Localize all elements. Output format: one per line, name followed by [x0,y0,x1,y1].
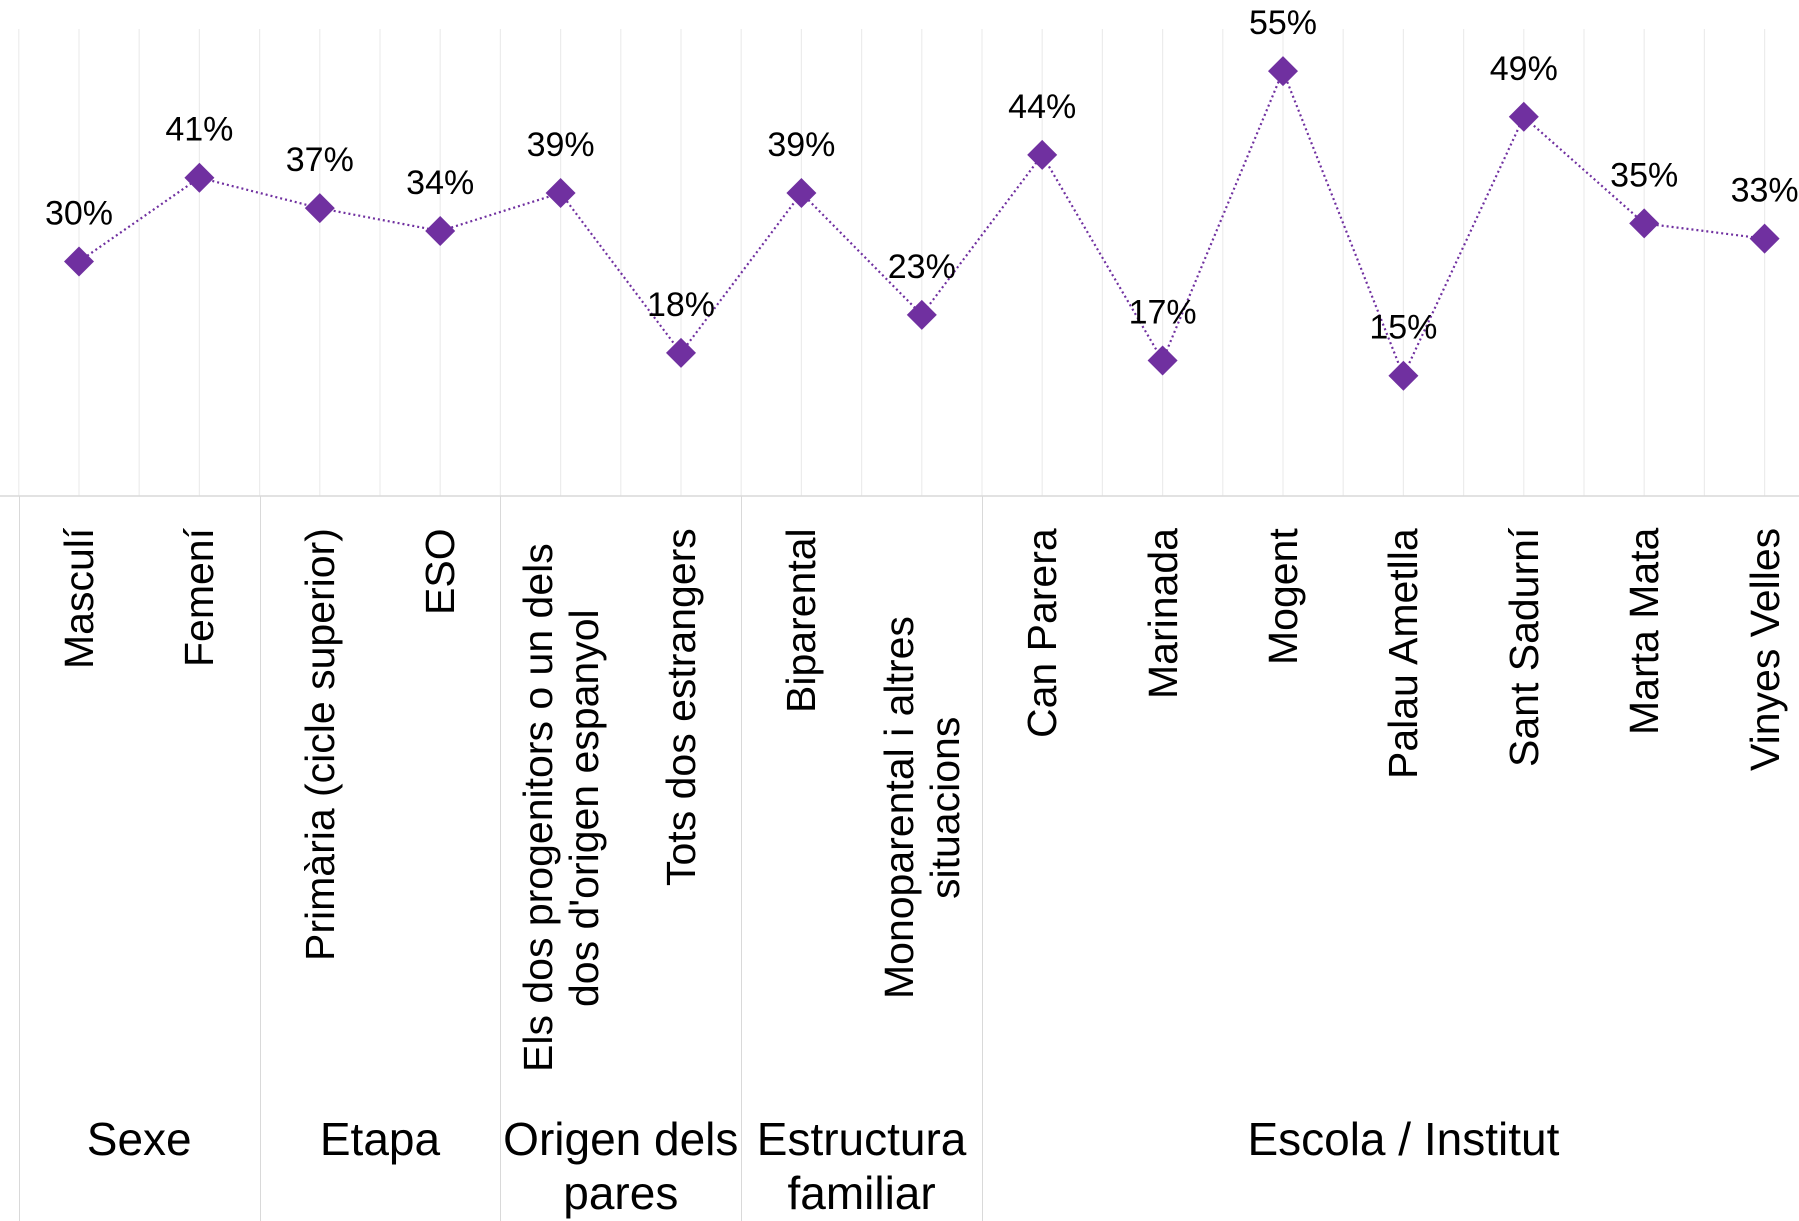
data-label: 30% [45,194,113,232]
category-label: Masculí [56,528,102,1088]
category-label-text: Mogent [1260,528,1306,665]
data-label: 39% [527,126,595,164]
marker [666,337,696,368]
data-label: 41% [165,111,233,149]
marker [184,162,215,193]
category-label: Femení [176,528,222,1088]
category-label-text: Palau Ametlla [1380,528,1427,779]
category-label-text: ESO [417,528,464,615]
category-label-text: Els dos progenitors o un dels dos d'orig… [514,543,607,1073]
category-label: Vinyes Velles [1742,528,1788,1088]
category-label: Marinada [1140,528,1186,1088]
marker [1508,101,1539,132]
data-label: 55% [1249,4,1317,42]
category-label: Monoparental i altres situacions [876,528,968,1088]
category-label: Palau Ametlla [1380,528,1426,1088]
category-label-text: Marinada [1139,528,1186,699]
group-separator [982,496,983,1221]
category-label: Biparental [778,528,824,1088]
category-label: Tots dos estrangers [658,528,704,1088]
data-label: 37% [286,141,354,179]
category-label-text: Vinyes Velles [1741,528,1788,772]
category-label: Els dos progenitors o un dels dos d'orig… [515,528,607,1088]
marker [1629,208,1660,239]
marker [304,193,335,224]
category-label-text: Can Parera [1019,528,1066,738]
data-label: 49% [1490,50,1558,88]
data-label: 33% [1731,172,1799,210]
category-label-text: Marta Mata [1621,528,1668,736]
marker [64,246,94,277]
group-separator [500,496,502,1221]
data-label: 34% [406,164,474,202]
data-label: 17% [1129,294,1197,332]
category-label: Marta Mata [1621,528,1667,1088]
category-label-text: Tots dos estrangers [658,528,704,886]
category-label-text: Monoparental i altres situacions [875,616,968,1000]
group-label: Escola / Institut [1247,1113,1560,1165]
category-label-text: Primària (cicle superior) [296,528,343,961]
data-label: 15% [1369,309,1437,347]
data-label: 35% [1610,156,1678,194]
category-label: ESO [417,528,463,1088]
category-label-text: Masculí [56,528,102,670]
category-label: Mogent [1260,528,1306,1088]
category-label-text: Biparental [778,528,825,713]
marker [906,299,937,330]
group-separator [18,496,20,1221]
data-label: 39% [767,126,835,164]
marker [425,216,456,247]
data-label: 18% [647,286,715,324]
marker [1388,360,1419,391]
group-separator [259,496,261,1221]
data-label: 44% [1008,88,1076,126]
marker [1268,56,1298,87]
category-label: Sant Sadurní [1501,528,1547,1088]
category-label: Can Parera [1019,528,1065,1088]
group-label: Origen dels pares [503,1113,739,1219]
marker [786,177,817,208]
marker [545,177,576,208]
category-label: Primària (cicle superior) [297,528,343,1088]
group-label: Etapa [319,1113,441,1165]
group-separator [741,496,743,1221]
category-label-text: Femení [176,528,223,667]
marker [1147,345,1178,376]
group-label: Sexe [86,1113,192,1165]
marker [1749,223,1780,254]
data-label: 23% [888,248,956,286]
marker [1027,139,1058,170]
category-label-text: Sant Sadurní [1500,528,1547,768]
group-label: Estructura familiar [756,1113,967,1219]
